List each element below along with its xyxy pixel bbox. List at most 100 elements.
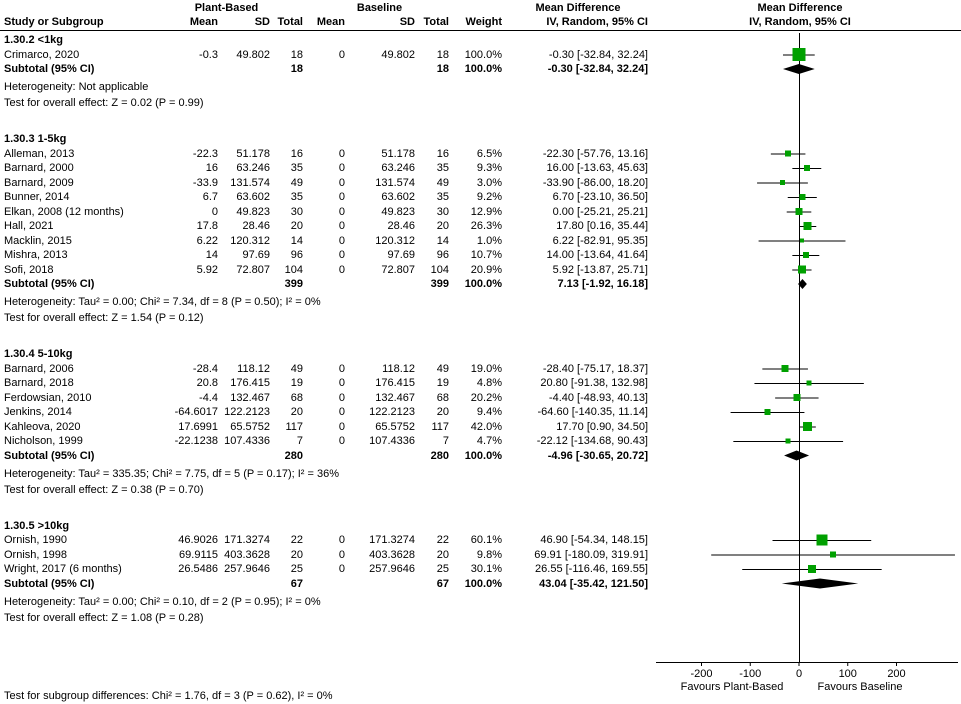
sd1-cell: 257.9646 [224, 563, 270, 575]
study-row: Alleman, 2013 -22.3 51.178 16 0 51.178 16 6.5% -… [0, 147, 961, 161]
sd2-cell: 131.574 [375, 176, 415, 189]
study-row: Sofi, 2018 5.92 72.807 104 0 72.807 104 20.9% 5.… [0, 263, 961, 277]
mean1-cell: 17.8 [196, 220, 218, 232]
weight-cell: 4.8% [476, 377, 502, 389]
subgroup-title-row: 1.30.2 <1kg [0, 33, 961, 47]
study-row: Crimarco, 2020 -0.3 49.802 18 0 49.802 18 100.0… [0, 48, 961, 62]
ci-text-cell: -4.40 [-48.93, 40.13] [548, 391, 648, 404]
n2-cell: 25 [436, 563, 449, 575]
mean1-cell: 46.9026 [178, 534, 218, 546]
n2-cell: 68 [436, 391, 449, 404]
subtotal-diamond [781, 578, 859, 589]
study-row: Hall, 2021 17.8 28.46 20 0 28.46 20 26.3% 17.80 … [0, 219, 961, 233]
effect-square [785, 150, 792, 157]
mean2-cell: 0 [338, 563, 345, 575]
subgroup-title-row: 1.30.3 1-5kg [0, 132, 961, 146]
plant-mean-header: Mean [189, 16, 218, 28]
sd2-cell: 122.2123 [369, 406, 415, 418]
ci-text-cell: 16.00 [-13.63, 45.63] [546, 162, 648, 174]
sd2-cell: 403.3628 [369, 548, 415, 561]
effect-square [803, 422, 813, 431]
weight-cell: 6.5% [476, 147, 502, 160]
heterogeneity-text: Heterogeneity: Not applicable [4, 81, 149, 93]
mean1-cell: -64.6017 [174, 406, 218, 418]
plant-sd-header: SD [254, 16, 270, 28]
axis-tick-label: -100 [739, 668, 761, 680]
mean1-cell: 5.92 [196, 263, 218, 276]
ci-text-cell: 43.04 [-35.42, 121.50] [539, 577, 648, 590]
mean1-cell: 20.8 [196, 377, 218, 389]
study-name: Macklin, 2015 [4, 234, 72, 247]
study-name: Sofi, 2018 [4, 263, 54, 276]
md-plot-title: Mean Difference [757, 2, 843, 14]
study-row: Mishra, 2013 14 97.69 96 0 97.69 96 10.7% 14.00 … [0, 248, 961, 262]
sd1-cell: 107.4336 [224, 435, 270, 447]
n2-cell: 30 [436, 205, 449, 218]
study-row: Macklin, 2015 6.22 120.312 14 0 120.312 14 1.0%… [0, 234, 961, 248]
mean1-cell: 26.5486 [178, 563, 218, 575]
mean1-cell: -33.9 [192, 176, 218, 189]
study-name: Crimarco, 2020 [4, 48, 80, 61]
subgroup-title: 1.30.2 <1kg [4, 34, 64, 46]
sd1-cell: 131.574 [230, 176, 270, 189]
plant-total-header: Total [277, 16, 303, 28]
sd2-cell: 107.4336 [369, 435, 415, 447]
effect-square [800, 238, 805, 243]
effect-square [806, 380, 812, 386]
n2-cell: 399 [430, 278, 449, 290]
n2-cell: 35 [436, 191, 449, 203]
n1-cell: 18 [290, 63, 303, 75]
weight-cell: 26.3% [470, 220, 502, 232]
mean1-cell: 0 [211, 205, 218, 218]
mean2-cell: 0 [338, 263, 345, 276]
ci-text-cell: 69.91 [-180.09, 319.91] [534, 548, 648, 561]
overall-effect-row: Test for overall effect: Z = 0.02 (P = 0… [0, 96, 961, 110]
n1-cell: 67 [290, 577, 303, 590]
n1-cell: 35 [290, 162, 303, 174]
study-name: Alleman, 2013 [4, 147, 75, 160]
weight-cell: 42.0% [470, 420, 502, 433]
study-name: Nicholson, 1999 [4, 435, 83, 447]
n1-cell: 16 [290, 147, 303, 160]
sd2-cell: 176.415 [375, 377, 415, 389]
n1-cell: 280 [284, 449, 303, 462]
n2-cell: 67 [436, 577, 449, 590]
weight-cell: 19.0% [470, 362, 502, 375]
axis-tick-label: 200 [887, 668, 905, 680]
n1-cell: 30 [290, 205, 303, 218]
study-name: Ornish, 1990 [4, 534, 67, 546]
weight-cell: 4.7% [476, 435, 502, 447]
ci-text-cell: 6.22 [-82.91, 95.35] [552, 234, 648, 247]
n2-cell: 20 [436, 406, 449, 418]
n2-cell: 35 [436, 162, 449, 174]
subtotal-label: Subtotal (95% CI) [4, 63, 95, 75]
mean1-cell: 16 [205, 162, 218, 174]
sd1-cell: 63.246 [236, 162, 270, 174]
study-column-header: Study or Subgroup [4, 16, 104, 28]
weight-cell: 9.3% [476, 162, 502, 174]
n1-cell: 20 [290, 220, 303, 232]
n2-cell: 16 [436, 147, 449, 160]
n1-cell: 68 [290, 391, 303, 404]
ci-text-cell: -4.96 [-30.65, 20.72] [547, 449, 648, 462]
baseline-group-header: Baseline [356, 2, 403, 14]
ci-text-cell: 14.00 [-13.64, 41.64] [546, 249, 648, 261]
subtotal-row: Subtotal (95% CI) 280 280 100.0% -4.96 [-30.… [0, 449, 961, 463]
ci-text-cell: 46.90 [-54.34, 148.15] [540, 534, 648, 546]
weight-cell: 9.4% [476, 406, 502, 418]
mean2-cell: 0 [338, 406, 345, 418]
n1-cell: 399 [284, 278, 303, 290]
subtotal-diamond [798, 279, 807, 289]
mean2-cell: 0 [338, 147, 345, 160]
effect-square [797, 265, 806, 274]
overall-effect-text: Test for overall effect: Z = 0.02 (P = 0… [4, 97, 204, 109]
mean2-cell: 0 [338, 48, 345, 61]
n2-cell: 22 [436, 534, 449, 546]
sd1-cell: 72.807 [236, 263, 270, 276]
sd2-cell: 49.823 [381, 205, 415, 218]
effect-square [793, 394, 801, 401]
weight-cell: 100.0% [464, 577, 502, 590]
effect-square [816, 534, 828, 546]
n1-cell: 117 [285, 420, 303, 433]
sd2-cell: 49.802 [381, 48, 415, 61]
